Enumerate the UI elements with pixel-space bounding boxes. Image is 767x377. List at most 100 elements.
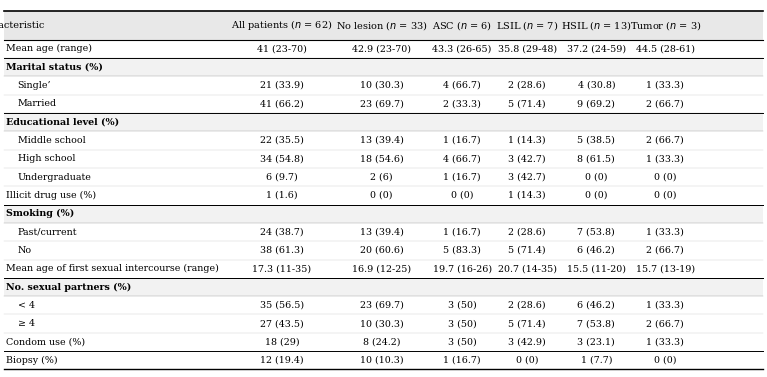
Text: 27 (43.5): 27 (43.5) [260,319,304,328]
Text: Married: Married [18,99,57,108]
Text: 3 (50): 3 (50) [448,301,476,310]
Text: 1 (33.3): 1 (33.3) [647,154,684,163]
Text: ≥ 4: ≥ 4 [18,319,35,328]
Text: 2 (66.7): 2 (66.7) [647,99,684,108]
Text: 5 (83.3): 5 (83.3) [443,246,481,255]
Text: 3 (42.9): 3 (42.9) [509,337,546,346]
Text: 0 (0): 0 (0) [654,356,676,365]
Text: 1 (14.3): 1 (14.3) [509,136,546,145]
Text: 15.7 (13-19): 15.7 (13-19) [636,264,695,273]
Text: < 4: < 4 [18,301,35,310]
Text: 0 (0): 0 (0) [451,191,473,200]
Text: 18 (54.6): 18 (54.6) [360,154,403,163]
Text: 21 (33.9): 21 (33.9) [260,81,304,90]
Bar [4,58,763,76]
Text: 3 (50): 3 (50) [448,319,476,328]
Text: 2 (66.7): 2 (66.7) [647,136,684,145]
Text: All patients ($n$ = 62): All patients ($n$ = 62) [231,18,333,32]
Text: 17.3 (11-35): 17.3 (11-35) [252,264,311,273]
Text: 0 (0): 0 (0) [516,356,538,365]
Text: 7 (53.8): 7 (53.8) [578,319,615,328]
Text: 41 (66.2): 41 (66.2) [260,99,304,108]
Text: 7 (53.8): 7 (53.8) [578,227,615,236]
Text: 1 (7.7): 1 (7.7) [581,356,612,365]
Text: 5 (71.4): 5 (71.4) [509,319,546,328]
Bar [4,278,763,296]
Text: 4 (66.7): 4 (66.7) [443,81,481,90]
Text: 23 (69.7): 23 (69.7) [360,99,403,108]
Text: No: No [18,246,31,255]
Text: 0 (0): 0 (0) [654,191,676,200]
Text: Biopsy (%): Biopsy (%) [6,356,58,365]
Text: 3 (23.1): 3 (23.1) [578,337,615,346]
Text: 1 (14.3): 1 (14.3) [509,191,546,200]
Text: 13 (39.4): 13 (39.4) [360,227,403,236]
Text: LSIL ($n$ = 7): LSIL ($n$ = 7) [496,19,558,32]
Text: 2 (28.6): 2 (28.6) [509,227,546,236]
Text: 44.5 (28-61): 44.5 (28-61) [636,44,695,53]
Text: 35 (56.5): 35 (56.5) [260,301,304,310]
Text: 16.9 (12-25): 16.9 (12-25) [352,264,411,273]
Bar [4,204,763,223]
Text: 5 (38.5): 5 (38.5) [578,136,615,145]
Text: 2 (28.6): 2 (28.6) [509,81,546,90]
Text: 41 (23-70): 41 (23-70) [257,44,307,53]
Text: Smoking (%): Smoking (%) [6,209,74,218]
Text: 1 (16.7): 1 (16.7) [443,136,481,145]
Text: 8 (61.5): 8 (61.5) [578,154,615,163]
Text: 23 (69.7): 23 (69.7) [360,301,403,310]
Text: 1 (33.3): 1 (33.3) [647,227,684,236]
Text: 9 (69.2): 9 (69.2) [578,99,615,108]
Text: 10 (30.3): 10 (30.3) [360,81,403,90]
Text: Tumor ($n$ = 3): Tumor ($n$ = 3) [630,19,701,32]
Text: 38 (61.3): 38 (61.3) [260,246,304,255]
Text: 2 (66.7): 2 (66.7) [647,246,684,255]
Text: 15.5 (11-20): 15.5 (11-20) [567,264,626,273]
Text: HSIL ($n$ = 13): HSIL ($n$ = 13) [561,19,631,32]
Bar [4,11,763,40]
Text: High school: High school [18,154,75,163]
Text: 3 (50): 3 (50) [448,337,476,346]
Text: Mean age (range): Mean age (range) [6,44,92,53]
Text: 8 (24.2): 8 (24.2) [363,337,400,346]
Text: 6 (46.2): 6 (46.2) [578,246,615,255]
Text: Condom use (%): Condom use (%) [6,337,85,346]
Text: 42.9 (23-70): 42.9 (23-70) [352,44,411,53]
Text: 0 (0): 0 (0) [370,191,393,200]
Text: 19.7 (16-26): 19.7 (16-26) [433,264,492,273]
Text: 18 (29): 18 (29) [265,337,299,346]
Text: 35.8 (29-48): 35.8 (29-48) [498,44,557,53]
Text: 1 (33.3): 1 (33.3) [647,81,684,90]
Text: 0 (0): 0 (0) [654,173,676,182]
Text: 1 (16.7): 1 (16.7) [443,173,481,182]
Text: Past/current: Past/current [18,227,77,236]
Text: 6 (46.2): 6 (46.2) [578,301,615,310]
Text: 1 (33.3): 1 (33.3) [647,301,684,310]
Text: 2 (6): 2 (6) [370,173,393,182]
Text: 10 (10.3): 10 (10.3) [360,356,403,365]
Text: 4 (30.8): 4 (30.8) [578,81,615,90]
Text: Characteristic: Characteristic [0,21,45,30]
Text: No. sexual partners (%): No. sexual partners (%) [6,282,131,291]
Text: 3 (42.7): 3 (42.7) [509,154,546,163]
Text: Undergraduate: Undergraduate [18,173,91,182]
Text: 6 (9.7): 6 (9.7) [266,173,298,182]
Text: 10 (30.3): 10 (30.3) [360,319,403,328]
Text: Educational level (%): Educational level (%) [6,118,119,127]
Text: 0 (0): 0 (0) [585,191,607,200]
Text: 2 (66.7): 2 (66.7) [647,319,684,328]
Text: 1 (1.6): 1 (1.6) [266,191,298,200]
Text: 1 (33.3): 1 (33.3) [647,337,684,346]
Text: Middle school: Middle school [18,136,85,145]
Text: 0 (0): 0 (0) [585,173,607,182]
Text: 5 (71.4): 5 (71.4) [509,99,546,108]
Text: 34 (54.8): 34 (54.8) [260,154,304,163]
Text: ASC ($n$ = 6): ASC ($n$ = 6) [432,19,492,32]
Text: Marital status (%): Marital status (%) [6,63,103,72]
Text: Illicit drug use (%): Illicit drug use (%) [6,191,97,200]
Text: 13 (39.4): 13 (39.4) [360,136,403,145]
Text: 20 (60.6): 20 (60.6) [360,246,403,255]
Text: 2 (28.6): 2 (28.6) [509,301,546,310]
Text: Mean age of first sexual intercourse (range): Mean age of first sexual intercourse (ra… [6,264,219,273]
Text: No lesion ($n$ = 33): No lesion ($n$ = 33) [336,19,427,32]
